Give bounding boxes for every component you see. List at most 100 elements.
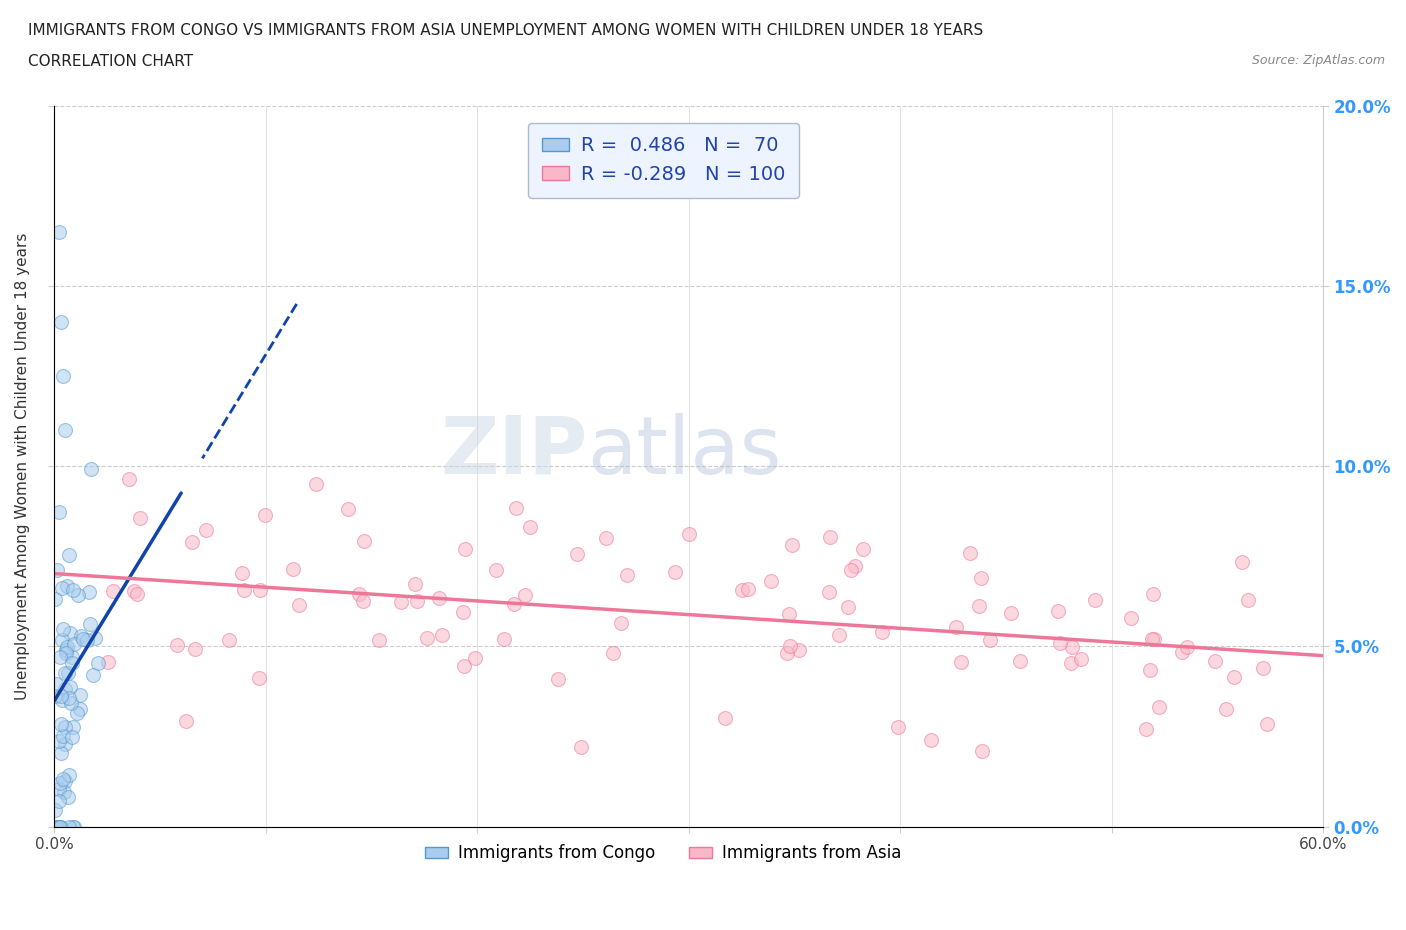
Point bbox=[44, 592, 66, 607]
Point bbox=[60, 650, 83, 665]
Point bbox=[920, 733, 942, 748]
Point bbox=[485, 563, 508, 578]
Point bbox=[945, 619, 967, 634]
Point bbox=[775, 645, 797, 660]
Point bbox=[595, 530, 617, 545]
Point bbox=[48, 793, 70, 808]
Point bbox=[1215, 702, 1237, 717]
Point bbox=[53, 423, 76, 438]
Point bbox=[818, 585, 841, 600]
Point bbox=[872, 624, 894, 639]
Point bbox=[52, 772, 75, 787]
Point bbox=[76, 632, 98, 647]
Y-axis label: Unemployment Among Women with Children Under 18 years: Unemployment Among Women with Children U… bbox=[15, 232, 30, 700]
Point bbox=[51, 716, 73, 731]
Point bbox=[1140, 632, 1163, 647]
Point bbox=[1060, 655, 1083, 670]
Point bbox=[56, 640, 79, 655]
Point bbox=[839, 563, 862, 578]
Point bbox=[454, 541, 477, 556]
Point bbox=[368, 632, 391, 647]
Point bbox=[1060, 639, 1083, 654]
Point bbox=[51, 688, 73, 703]
Point bbox=[852, 542, 875, 557]
Point bbox=[174, 714, 197, 729]
Point bbox=[1251, 660, 1274, 675]
Point bbox=[166, 638, 188, 653]
Point bbox=[60, 730, 83, 745]
Point bbox=[44, 688, 66, 703]
Point bbox=[678, 526, 700, 541]
Point bbox=[353, 534, 375, 549]
Point bbox=[970, 744, 993, 759]
Point bbox=[97, 654, 120, 669]
Point bbox=[87, 656, 110, 671]
Point bbox=[53, 665, 76, 680]
Point bbox=[547, 672, 569, 687]
Point bbox=[1047, 604, 1070, 618]
Text: ZIP: ZIP bbox=[440, 413, 588, 491]
Point bbox=[232, 583, 254, 598]
Point bbox=[218, 633, 240, 648]
Point bbox=[80, 461, 103, 476]
Point bbox=[66, 706, 89, 721]
Point bbox=[69, 688, 91, 703]
Point bbox=[51, 693, 73, 708]
Point bbox=[45, 819, 67, 834]
Point bbox=[59, 679, 82, 694]
Point bbox=[72, 631, 94, 646]
Point bbox=[52, 621, 75, 636]
Point bbox=[51, 581, 73, 596]
Point bbox=[820, 529, 842, 544]
Point bbox=[1256, 717, 1278, 732]
Point bbox=[1204, 654, 1226, 669]
Point bbox=[58, 768, 80, 783]
Point bbox=[602, 645, 624, 660]
Point bbox=[565, 547, 588, 562]
Point bbox=[1135, 722, 1157, 737]
Point bbox=[56, 665, 79, 680]
Point bbox=[55, 645, 77, 660]
Point bbox=[844, 559, 866, 574]
Point bbox=[66, 588, 89, 603]
Point bbox=[828, 628, 851, 643]
Point bbox=[1237, 592, 1260, 607]
Point bbox=[49, 776, 72, 790]
Point bbox=[513, 588, 536, 603]
Point bbox=[389, 594, 412, 609]
Point bbox=[51, 632, 73, 647]
Text: atlas: atlas bbox=[588, 413, 782, 491]
Point bbox=[1143, 631, 1166, 646]
Point bbox=[404, 577, 426, 591]
Point bbox=[249, 671, 271, 686]
Point bbox=[1142, 587, 1164, 602]
Point bbox=[48, 505, 70, 520]
Point bbox=[53, 682, 76, 697]
Point bbox=[181, 534, 204, 549]
Point bbox=[1119, 610, 1142, 625]
Point bbox=[62, 582, 84, 597]
Point bbox=[194, 523, 217, 538]
Point bbox=[453, 658, 475, 673]
Point bbox=[48, 819, 70, 834]
Point bbox=[45, 677, 67, 692]
Point bbox=[1008, 653, 1031, 668]
Point bbox=[305, 477, 328, 492]
Point bbox=[713, 711, 735, 725]
Point bbox=[759, 574, 782, 589]
Point bbox=[288, 598, 311, 613]
Text: CORRELATION CHART: CORRELATION CHART bbox=[28, 54, 193, 69]
Point bbox=[46, 562, 69, 577]
Point bbox=[48, 734, 70, 749]
Point bbox=[432, 628, 454, 643]
Point bbox=[49, 314, 72, 329]
Point bbox=[494, 631, 516, 646]
Point bbox=[1222, 670, 1244, 684]
Point bbox=[49, 819, 72, 834]
Point bbox=[1000, 605, 1022, 620]
Point bbox=[464, 650, 486, 665]
Point bbox=[1049, 635, 1071, 650]
Point bbox=[58, 790, 80, 804]
Point bbox=[505, 501, 527, 516]
Point bbox=[959, 545, 981, 560]
